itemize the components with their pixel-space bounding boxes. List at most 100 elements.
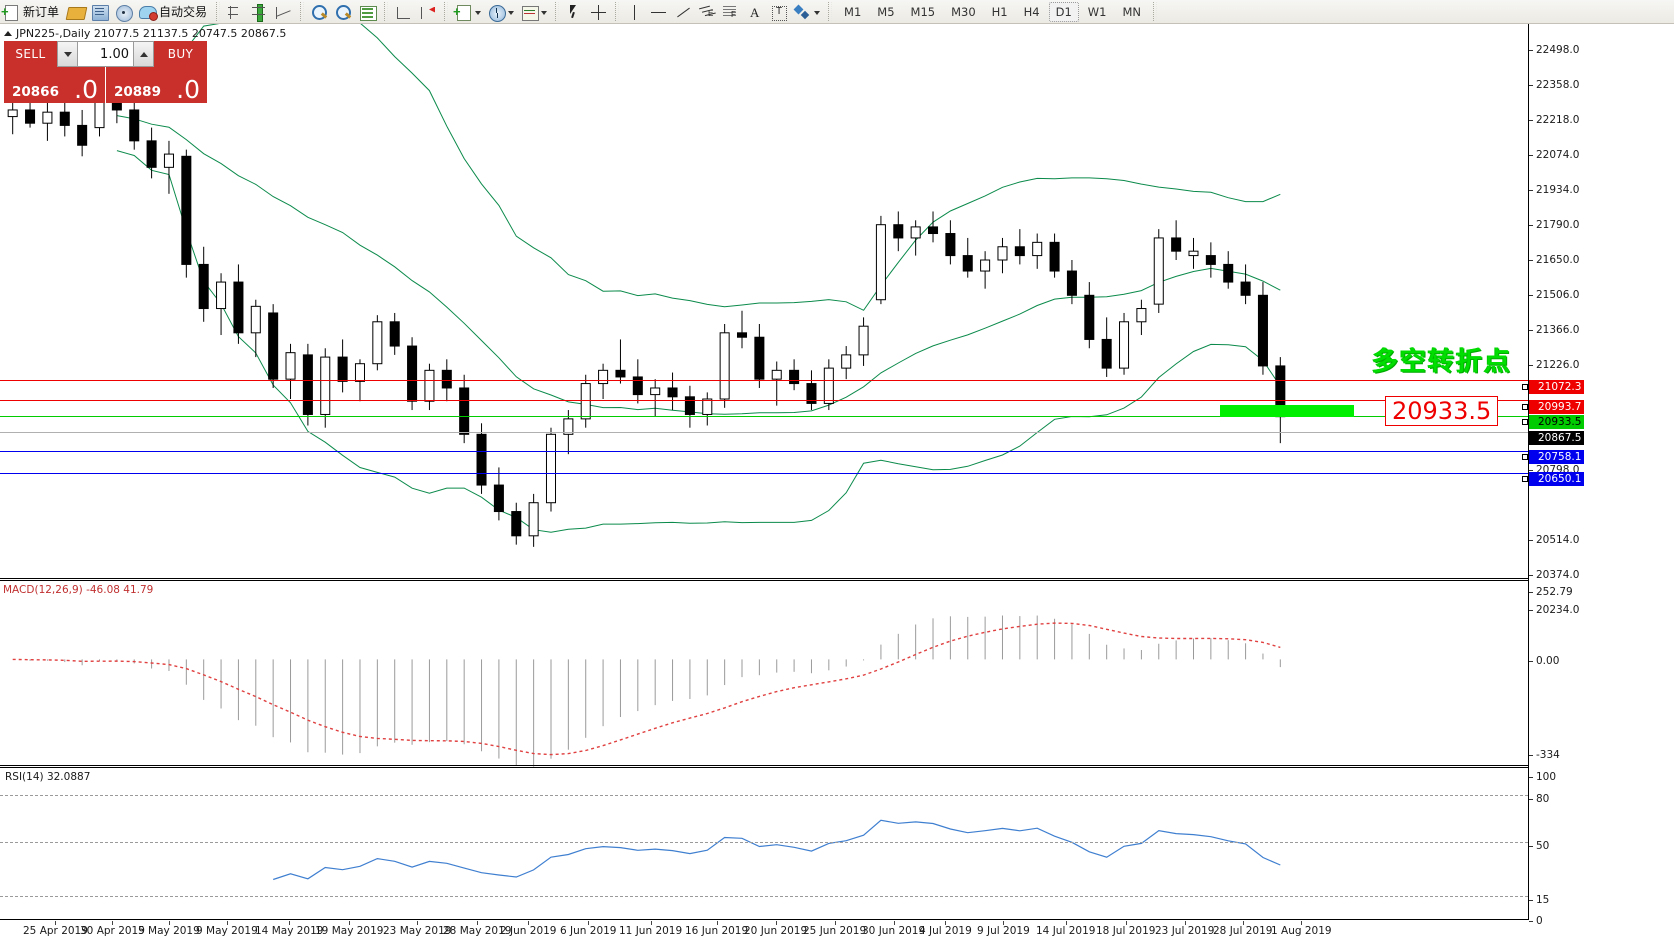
expert-advisor-icon <box>138 3 159 21</box>
toolbar-button-vertical-line[interactable] <box>623 1 647 23</box>
toolbar-divider <box>444 2 449 21</box>
buy-button[interactable]: BUY <box>154 41 207 67</box>
price-level-badge-21072.3[interactable]: 21072.3 <box>1522 380 1585 394</box>
collapse-triangle-icon[interactable] <box>4 31 12 36</box>
toolbar-button-periodicity[interactable] <box>485 1 518 23</box>
template-icon <box>520 3 540 21</box>
time-tick: 25 Jun 2019 <box>803 921 866 937</box>
annotation-price-callout[interactable]: 20933.5 <box>1385 396 1499 426</box>
chart-plot-area[interactable]: 多空转折点 20933.5 JPN225-,Daily 21077.5 2113… <box>0 24 1528 920</box>
price-level-badge-20993.7[interactable]: 20993.7 <box>1522 400 1585 414</box>
toolbar-button-crosshair[interactable] <box>587 1 611 23</box>
chevron-down-icon[interactable] <box>474 3 483 21</box>
new-order-icon <box>1 3 22 21</box>
sell-price-display[interactable]: 20866 .0 <box>4 67 105 103</box>
sell-button[interactable]: SELL <box>4 41 57 67</box>
toolbar-button-folder[interactable] <box>64 1 88 23</box>
time-tick-mark <box>1125 921 1127 925</box>
chart-window[interactable]: 多空转折点 20933.5 JPN225-,Daily 21077.5 2113… <box>0 24 1674 947</box>
toolbar-button-cursor[interactable] <box>563 1 587 23</box>
toolbar-button-new-order[interactable]: 新订单 <box>0 1 64 23</box>
rsi-tick-label: 100 <box>1536 771 1557 783</box>
timeframe-button-mn[interactable]: MN <box>1122 4 1141 19</box>
time-tick-mark <box>775 921 777 925</box>
time-tick: 9 May 2019 <box>196 921 258 937</box>
rsi-indicator-label: RSI(14) 32.0887 <box>5 771 91 783</box>
price-tick: 22074.0 <box>1529 149 1674 161</box>
volume-input[interactable]: 1.00 <box>78 42 133 66</box>
price-scale[interactable]: 22498.0 22358.0 22218.0 22074.0 21934.0 21790… <box>1522 24 1674 927</box>
timeframe-button-m30[interactable]: M30 <box>951 4 976 19</box>
toolbar-button-text-label[interactable] <box>767 1 791 23</box>
toolbar-button-horizontal-line[interactable] <box>647 1 671 23</box>
toolbar-button-candlestick-chart[interactable] <box>248 1 272 23</box>
rsi-tick-label: 50 <box>1536 840 1550 852</box>
price-tick: 20234.0 <box>1529 604 1674 616</box>
price-tick-label: 22358.0 <box>1536 79 1580 91</box>
volume-decrease-button[interactable] <box>58 42 78 66</box>
toolbar-button-shapes[interactable] <box>791 1 824 23</box>
time-tick: 30 Jun 2019 <box>862 921 925 937</box>
toolbar-label-new-order: 新订单 <box>23 5 60 19</box>
bar-chart-icon <box>226 3 246 21</box>
time-scale[interactable]: 25 Apr 2019 30 Apr 2019 5 May 2019 9 May 20… <box>0 921 1528 947</box>
timeframe-button-m15[interactable]: M15 <box>910 4 936 19</box>
timeframe-button-h4[interactable]: H4 <box>1023 4 1040 19</box>
chart-title-row: JPN225-,Daily 21077.5 21137.5 20747.5 20… <box>4 27 286 40</box>
toolbar-button-add-indicator[interactable] <box>452 1 485 23</box>
toolbar-button-news[interactable] <box>88 1 112 23</box>
price-level-badge-20933.5[interactable]: 20933.5 <box>1522 415 1585 429</box>
toolbar-button-bar-chart[interactable] <box>224 1 248 23</box>
volume-stepper[interactable]: 1.00 <box>57 41 154 67</box>
toolbar-button-line-chart[interactable] <box>272 1 296 23</box>
macd-subwindow-divider <box>0 578 1528 579</box>
timeframe-button-m5[interactable]: M5 <box>877 4 895 19</box>
timeframe-button-m1[interactable]: M1 <box>844 4 862 19</box>
volume-increase-button[interactable] <box>133 42 153 66</box>
toolbar-divider <box>615 2 620 21</box>
price-level-badge-20758.1[interactable]: 20758.1 <box>1522 450 1585 464</box>
toolbar-button-signal[interactable] <box>112 1 136 23</box>
level-drag-handle[interactable] <box>1522 476 1528 482</box>
one-click-trading-price-row: 20866 .0 20889 .0 <box>4 67 207 103</box>
chevron-down-icon[interactable] <box>507 3 516 21</box>
chart-shift-icon <box>418 3 438 21</box>
time-tick: 16 Jun 2019 <box>685 921 748 937</box>
timeframe-button-w1[interactable]: W1 <box>1087 4 1107 19</box>
toolbar-button-zoom-out[interactable] <box>332 1 356 23</box>
signal-icon <box>114 3 134 22</box>
buy-price-display[interactable]: 20889 .0 <box>106 67 207 103</box>
level-drag-handle[interactable] <box>1522 404 1528 410</box>
toolbar-button-auto-trading[interactable]: 自动交易 <box>136 1 212 23</box>
price-tick-label: 22498.0 <box>1536 44 1580 56</box>
toolbar-button-trendline[interactable] <box>671 1 695 23</box>
toolbar-button-data-window[interactable] <box>356 1 380 23</box>
chart-series-svg <box>7 24 1286 881</box>
rsi-tick: 100 <box>1529 771 1674 783</box>
level-drag-handle[interactable] <box>1522 419 1528 425</box>
toolbar-button-text[interactable] <box>743 1 767 23</box>
time-tick: 23 Jul 2019 <box>1155 921 1214 937</box>
chevron-down-icon[interactable] <box>813 3 822 21</box>
toolbar-button-fibonacci[interactable] <box>719 1 743 23</box>
one-click-trading-panel[interactable]: SELL 1.00 BUY 20866 .0 20889 .0 <box>4 41 207 103</box>
price-level-badge-20867.5[interactable]: 20867.5 <box>1529 431 1585 445</box>
time-tick: 20 Jun 2019 <box>744 921 807 937</box>
timeframe-button-d1[interactable]: D1 <box>1048 1 1079 22</box>
annotation-green-highlight-bar[interactable] <box>1220 405 1354 417</box>
timeframe-button-h1[interactable]: H1 <box>991 4 1008 19</box>
price-level-badge-20650.1[interactable]: 20650.1 <box>1522 472 1585 486</box>
annotation-turning-point-text[interactable]: 多空转折点 <box>1372 347 1513 377</box>
time-tick: 14 May 2019 <box>255 921 323 937</box>
level-drag-handle[interactable] <box>1522 384 1528 390</box>
news-icon <box>90 3 110 21</box>
level-drag-handle[interactable] <box>1522 454 1528 460</box>
toolbar-button-equidistant-channel[interactable] <box>695 1 719 23</box>
toolbar-button-zoom-in[interactable] <box>308 1 332 23</box>
price-tick-label: 21226.0 <box>1536 359 1580 371</box>
toolbar-button-chart-shift[interactable] <box>416 1 440 23</box>
rsi-subwindow-divider <box>0 765 1528 766</box>
toolbar-button-auto-scroll[interactable] <box>392 1 416 23</box>
toolbar-button-template[interactable] <box>518 1 551 23</box>
chevron-down-icon[interactable] <box>540 3 549 21</box>
